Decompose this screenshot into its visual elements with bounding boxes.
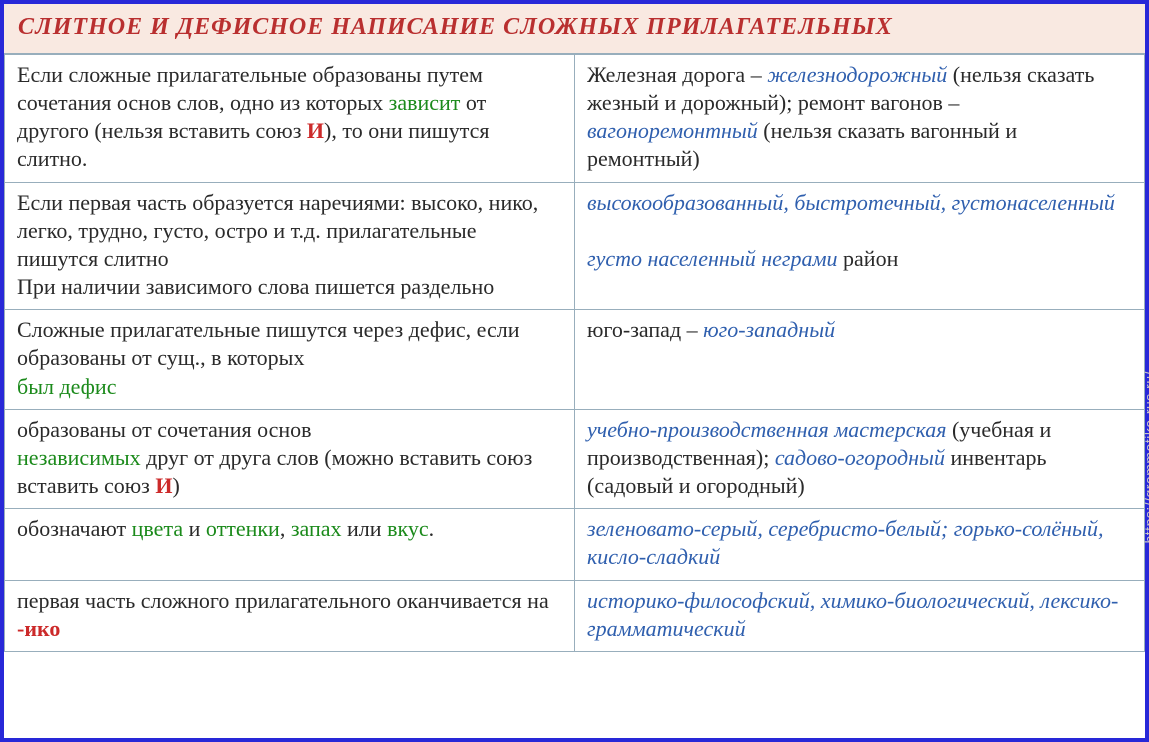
text: юго-запад – — [587, 317, 703, 342]
rule-cell: первая часть сложного прилагательного ок… — [5, 580, 575, 651]
text: первая часть сложного прилагательного ок… — [17, 588, 549, 613]
keyword: запах — [291, 516, 342, 541]
example: высокообразованный, быстротечный, густон… — [587, 189, 1132, 217]
keyword: был дефис — [17, 374, 116, 399]
keyword: оттенки — [206, 516, 280, 541]
text: друг от друга слов (можно вставить союз — [141, 445, 533, 470]
text: , — [280, 516, 291, 541]
table-row: Сложные прилагательные пишутся через деф… — [5, 310, 1145, 409]
example: железнодорожный — [767, 62, 947, 87]
text: район — [838, 246, 899, 271]
text-line: вставить союз И) — [17, 473, 180, 498]
spacer — [587, 217, 1132, 245]
example-cell: учебно-производственная мастерская (учеб… — [575, 409, 1145, 508]
text: Сложные прилагательные пишутся через деф… — [17, 317, 520, 370]
example: зеленовато-серый, серебристо-белый; горь… — [587, 516, 1103, 569]
table-row: образованы от сочетания основ независимы… — [5, 409, 1145, 508]
page-title: СЛИТНОЕ И ДЕФИСНОЕ НАПИСАНИЕ СЛОЖНЫХ ПРИ… — [18, 14, 893, 40]
example: густо населенный неграми — [587, 246, 838, 271]
example-cell: Железная дорога – железнодорожный (нельз… — [575, 55, 1145, 183]
table-row: обозначают цвета и оттенки, запах или вк… — [5, 509, 1145, 580]
example-cell: зеленовато-серый, серебристо-белый; горь… — [575, 509, 1145, 580]
keyword: вкус — [387, 516, 429, 541]
text: Железная дорога – — [587, 62, 767, 87]
title-bar: СЛИТНОЕ И ДЕФИСНОЕ НАПИСАНИЕ СЛОЖНЫХ ПРИ… — [4, 4, 1145, 54]
example: вагоноремонтный — [587, 118, 758, 143]
example: садово-огородный — [775, 445, 945, 470]
rule-cell: Если первая часть образуется наречиями: … — [5, 182, 575, 310]
table-row: первая часть сложного прилагательного ок… — [5, 580, 1145, 651]
keyword: зависит — [389, 90, 461, 115]
suffix: -ико — [17, 616, 60, 641]
text: и — [183, 516, 206, 541]
example-cell: историко-философский, химико-биологическ… — [575, 580, 1145, 651]
text: образованы от сочетания основ — [17, 417, 312, 442]
text: При наличии зависимого слова пишется раз… — [17, 273, 562, 301]
text: ) — [173, 473, 180, 498]
rules-table: Если сложные прилагательные образованы п… — [4, 54, 1145, 652]
text: вставить союз — [17, 473, 155, 498]
text: обозначают — [17, 516, 132, 541]
example: юго-западный — [703, 317, 835, 342]
conjunction: И — [307, 118, 324, 143]
text: Если первая часть образуется наречиями: … — [17, 189, 562, 273]
rule-cell: Сложные прилагательные пишутся через деф… — [5, 310, 575, 409]
example: историко-философский, химико-биологическ… — [587, 588, 1118, 641]
keyword: цвета — [132, 516, 183, 541]
conjunction: И — [155, 473, 172, 498]
rule-cell: образованы от сочетания основ независимы… — [5, 409, 575, 508]
text: или — [342, 516, 388, 541]
keyword: независимых — [17, 445, 141, 470]
document-frame: СЛИТНОЕ И ДЕФИСНОЕ НАПИСАНИЕ СЛОЖНЫХ ПРИ… — [0, 0, 1149, 742]
rule-cell: Если сложные прилагательные образованы п… — [5, 55, 575, 183]
example-line: густо населенный неграми район — [587, 245, 1132, 273]
table-row: Если первая часть образуется наречиями: … — [5, 182, 1145, 310]
example-cell: юго-запад – юго-западный — [575, 310, 1145, 409]
watermark: https://grammatika-rus.ru/ — [1141, 371, 1149, 544]
example: учебно-производственная мастерская — [587, 417, 946, 442]
example-cell: высокообразованный, быстротечный, густон… — [575, 182, 1145, 310]
text: . — [429, 516, 435, 541]
table-row: Если сложные прилагательные образованы п… — [5, 55, 1145, 183]
text-line: независимых друг от друга слов (можно вс… — [17, 445, 532, 470]
rule-cell: обозначают цвета и оттенки, запах или вк… — [5, 509, 575, 580]
